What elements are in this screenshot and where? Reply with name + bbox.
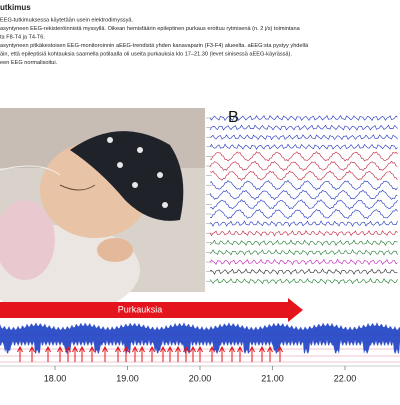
event-arrow xyxy=(57,345,63,362)
event-arrow xyxy=(160,345,166,362)
eeg-trace xyxy=(209,151,398,162)
event-arrow xyxy=(167,345,173,362)
aeeg-trend xyxy=(0,322,400,367)
eeg-trace xyxy=(209,170,398,181)
heading: utkimus xyxy=(0,3,31,12)
axis-label: 18.00 xyxy=(44,373,67,383)
paragraph-line: asyntyneen pitkäkestoisen EEG-monitoroin… xyxy=(0,43,309,49)
event-arrow xyxy=(149,345,155,362)
event-arrow xyxy=(89,345,95,362)
eeg-trace xyxy=(209,180,398,191)
event-arrow xyxy=(17,345,23,362)
axis-label: 22.00 xyxy=(334,373,357,383)
event-arrow xyxy=(219,345,225,362)
axis-label: 21.00 xyxy=(261,373,284,383)
event-arrow xyxy=(209,345,215,362)
event-arrow xyxy=(229,345,235,362)
eeg-trace xyxy=(209,134,398,141)
paragraph-line: een EEG normalisoitui. xyxy=(0,60,58,66)
eeg-trace xyxy=(209,143,398,150)
eeg-trace xyxy=(209,268,398,275)
event-arrow xyxy=(197,345,203,362)
paragraph-line: asyntyneen EEG-rekisteröinnistä myssyllä… xyxy=(0,26,301,32)
event-arrow xyxy=(183,345,189,362)
paragraph-line: äin, että epileptisiä kohtauksia saamell… xyxy=(0,51,292,57)
event-arrow xyxy=(102,345,108,362)
eeg-trace xyxy=(209,220,398,227)
paragraph-line: ta F8-T4 ja T4-T6. xyxy=(0,34,45,40)
event-arrow xyxy=(132,345,138,362)
axis-label: 20.00 xyxy=(189,373,212,383)
event-arrow xyxy=(115,345,121,362)
eeg-trace xyxy=(209,199,398,210)
event-arrow xyxy=(123,345,129,362)
event-arrow xyxy=(65,345,71,362)
eeg-trace xyxy=(209,124,398,131)
eeg-trace xyxy=(209,208,398,220)
event-arrow xyxy=(72,345,78,362)
event-arrow xyxy=(175,345,181,362)
event-arrow xyxy=(259,345,265,362)
panel-label: B xyxy=(228,109,239,126)
banner-text: Purkauksia xyxy=(118,304,163,314)
event-arrow xyxy=(29,345,35,362)
event-arrow xyxy=(277,345,283,362)
eeg-trace xyxy=(209,229,398,237)
paragraph-line: EEG-tutkimuksessa käytetään usein elektr… xyxy=(0,17,134,23)
event-arrow xyxy=(190,345,196,362)
aeeg-band xyxy=(0,322,400,354)
eeg-trace xyxy=(209,239,398,247)
eeg-trace xyxy=(209,115,398,122)
banner-arrow xyxy=(0,298,303,322)
event-arrow xyxy=(267,345,273,362)
event-arrow xyxy=(45,345,51,362)
eeg-trace xyxy=(209,189,398,201)
eeg-trace xyxy=(209,258,398,266)
time-axis: 18.00 19.00 20.00 21.00 22.00 xyxy=(44,366,357,383)
event-arrow xyxy=(237,345,243,362)
event-arrow xyxy=(249,345,255,362)
axis-label: 19.00 xyxy=(116,373,139,383)
photo xyxy=(0,108,205,315)
eeg-trace xyxy=(209,249,398,256)
eeg-trace xyxy=(209,277,398,285)
eeg-traces xyxy=(206,115,398,285)
paragraphs: EEG-tutkimuksessa käytetään usein elektr… xyxy=(0,17,309,66)
event-arrow xyxy=(79,345,85,362)
eeg-trace xyxy=(209,160,398,172)
event-arrow xyxy=(139,345,145,362)
